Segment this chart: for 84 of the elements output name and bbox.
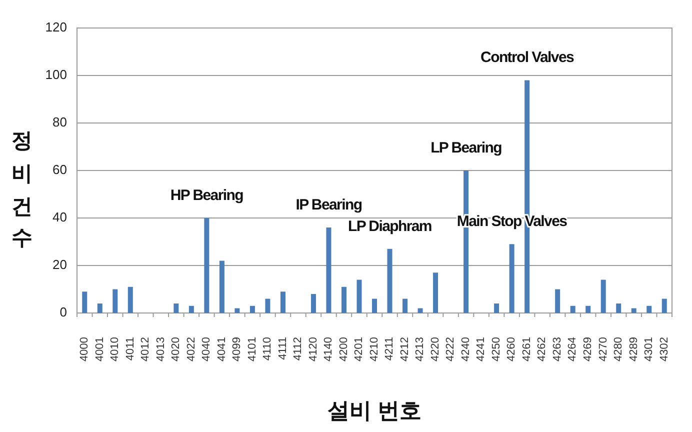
bar [97,304,102,313]
x-tick-label: 4210 [368,337,380,362]
x-tick-label: 4041 [216,337,228,362]
x-tick-label: 4110 [262,337,274,361]
y-tick-label: 40 [52,209,67,224]
bar [433,272,438,313]
x-tick-label: 4011 [124,337,136,361]
annotation: LP Diaphram [348,218,432,235]
x-tick-label: 4220 [429,337,442,362]
x-tick-label: 4240 [460,337,472,362]
bar [509,244,514,313]
x-tick-label: 4270 [597,337,610,362]
x-tick-label: 4001 [94,337,106,362]
bar [204,218,210,313]
x-tick-label: 4020 [170,337,182,362]
x-tick-label: 4302 [658,337,670,362]
x-tick-label: 4022 [185,337,198,362]
x-tick-label: 4012 [140,337,152,362]
bar [418,308,423,313]
y-tick-label: 20 [52,256,67,272]
x-tick-label: 4222 [444,337,457,362]
annotation: Control Valves [480,49,574,66]
bar [174,304,179,313]
x-tick-label: 4280 [612,337,625,362]
x-tick-label: 4264 [566,337,579,362]
bar [341,286,346,313]
bar [555,289,560,313]
x-tick-label: 4112 [292,337,304,361]
bar [219,260,224,313]
x-tick-label: 4241 [475,337,488,362]
x-tick-label: 4000 [78,337,91,362]
bar [265,298,270,313]
x-tick-label: 4250 [490,337,502,362]
bar [586,306,591,313]
x-tick-label: 4013 [154,337,167,362]
x-tick-label: 4140 [322,337,335,362]
annotation: HP Bearing [170,186,244,204]
bar [646,306,652,313]
y-axis-title: 정비건수 [10,114,34,248]
x-tick-label: 4101 [246,337,258,362]
bar [372,298,377,313]
bar [402,298,408,313]
annotation: LP Bearing [430,139,502,156]
x-tick-label: 4289 [628,337,640,362]
bar [616,304,622,313]
x-tick-label: 4269 [582,337,594,362]
y-tick-label: 60 [52,162,67,177]
x-tick-label: 4099 [231,337,244,362]
bar [310,294,316,313]
x-tick-label: 4263 [551,337,564,362]
bar [570,306,576,313]
y-tick-label: 100 [45,66,67,82]
bar [662,298,667,313]
bar [494,304,500,313]
x-axis-title: 설비 번호 [327,398,422,423]
bar [250,306,255,313]
bar [82,292,88,313]
bar [600,280,606,313]
x-tick-label: 4120 [307,337,320,362]
bar [387,248,392,313]
bar [112,289,118,313]
bar [326,228,332,313]
bar [356,280,362,313]
x-tick-label: 4261 [520,337,533,362]
x-tick-label: 4260 [506,337,518,362]
y-tick-label: 0 [60,304,67,320]
bar [128,286,133,313]
x-tick-label: 4201 [353,337,366,362]
x-tick-label: 4111 [276,337,289,360]
x-tick-label: 4200 [338,337,350,362]
x-tick-label: 4262 [536,337,548,362]
annotation: IP Bearing [296,196,362,214]
x-tick-label: 4213 [414,337,426,362]
bar [188,306,194,313]
x-tick-label: 4040 [200,337,213,362]
bar [234,308,240,313]
x-tick-label: 4212 [398,337,411,362]
bar [631,308,636,313]
y-tick-label: 80 [52,114,67,130]
x-tick-label: 4010 [109,337,122,362]
y-tick-label: 120 [45,19,67,34]
x-tick-label: 4301 [643,337,656,362]
bar [280,292,286,313]
x-tick-label: 4211 [384,337,396,361]
